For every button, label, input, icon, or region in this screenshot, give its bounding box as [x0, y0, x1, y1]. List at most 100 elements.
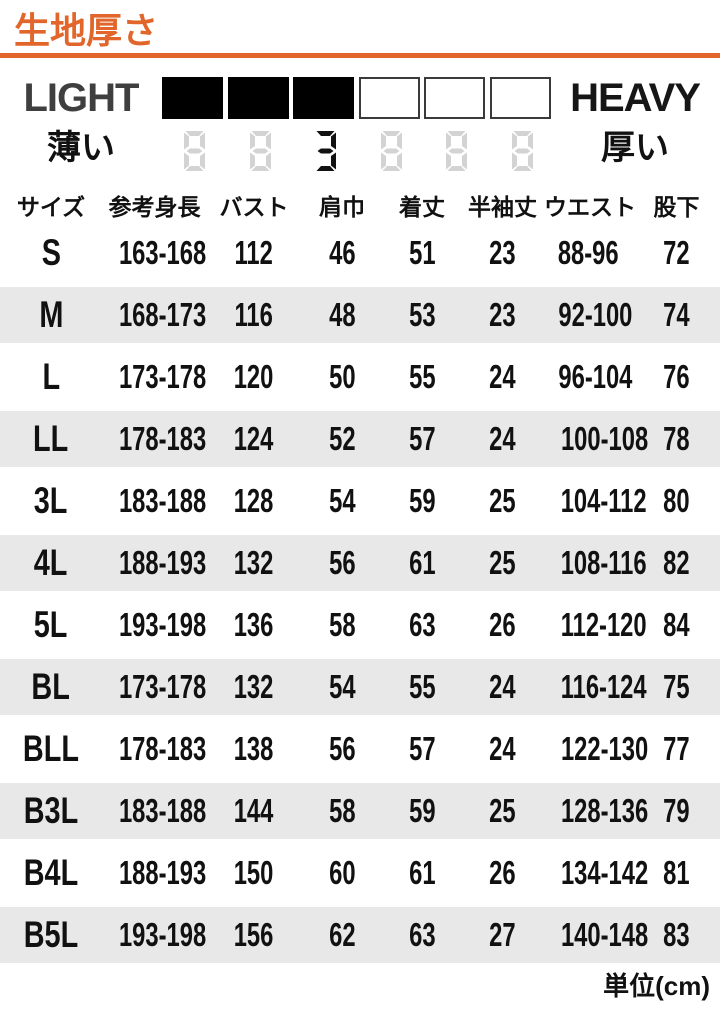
table-row: BLL 178-183 138 56 57 24 122-130 77 — [0, 718, 720, 780]
measurement-cell: 108-116 — [544, 532, 647, 594]
measurement-cell: 63 — [408, 606, 436, 643]
measurement-cell: 96-104 — [558, 358, 633, 395]
size-label-cell: M — [0, 284, 102, 346]
measurement-cell: 116-124 — [544, 656, 647, 718]
size-table: サイズ 参考身長 バスト 肩巾 着丈 半袖丈 ウエスト 股下 S 163-168 112 46 51 2… — [0, 188, 720, 966]
measurement-cell: 61 — [383, 532, 461, 594]
page-title: 生地厚さ — [14, 10, 159, 51]
measurement-cell: 55 — [408, 358, 436, 395]
measurement-cell: 79 — [633, 780, 720, 842]
size-label-cell: L — [42, 356, 60, 397]
measurement-cell: 100-108 — [544, 408, 648, 470]
measurement-cell: 57 — [408, 730, 436, 767]
measurement-cell: 74 — [633, 284, 720, 346]
measurement-cell: 132 — [207, 656, 301, 718]
measurement-cell: 178-183 — [118, 730, 207, 767]
measurement-cell: 57 — [383, 408, 461, 470]
measurement-cell: 88-96 — [558, 234, 619, 271]
size-label-cell: BL — [0, 656, 102, 718]
measurement-cell: 58 — [328, 606, 356, 643]
measurement-cell: 56 — [328, 730, 356, 767]
measurement-cell: 25 — [489, 482, 516, 519]
column-header: ウエスト — [544, 194, 636, 220]
thickness-box-filled — [293, 77, 354, 119]
column-header: 半袖丈 — [468, 194, 537, 220]
measurement-cell: 124 — [207, 408, 301, 470]
measurement-cell: 60 — [328, 854, 356, 891]
measurement-cell: 136 — [234, 606, 274, 643]
measurement-cell: 128 — [234, 482, 274, 519]
table-row: LL 178-183 124 52 57 24 100-108 78 — [0, 408, 720, 470]
size-label-cell: B4L — [23, 852, 79, 893]
size-label-cell: 4L — [0, 532, 102, 594]
thickness-boxes — [162, 77, 551, 119]
column-header: 着丈 — [399, 194, 445, 220]
measurement-cell: 61 — [408, 854, 436, 891]
measurement-cell: 193-198 — [102, 904, 207, 966]
table-row: 4L 188-193 132 56 61 25 108-116 82 — [0, 532, 720, 594]
table-row: 5L 193-198 136 58 63 26 112-120 84 — [0, 594, 720, 656]
measurement-cell: 80 — [663, 482, 690, 519]
measurement-cell: 25 — [461, 532, 544, 594]
measurement-cell: 84 — [663, 606, 690, 643]
measurement-cell: 46 — [328, 234, 356, 271]
measurement-cell: 144 — [207, 780, 301, 842]
thickness-digit-placeholder — [162, 131, 228, 171]
measurement-cell: 140-148 — [544, 904, 648, 966]
measurement-cell: 72 — [663, 234, 690, 271]
size-label-cell: S — [41, 232, 61, 273]
measurement-cell: 26 — [489, 854, 516, 891]
size-label-cell: B3L — [0, 780, 102, 842]
thickness-box-empty — [358, 77, 420, 119]
size-label-cell: LL — [0, 408, 102, 470]
measurement-cell: 27 — [461, 904, 544, 966]
measurement-cell: 23 — [461, 284, 544, 346]
measurement-cell: 128-136 — [544, 780, 648, 842]
measurement-cell: 78 — [633, 408, 720, 470]
measurement-cell: 59 — [408, 482, 436, 519]
column-header: バスト — [219, 194, 289, 220]
column-header: 参考身長 — [108, 194, 201, 220]
measurement-cell: 173-178 — [118, 358, 207, 395]
measurement-cell: 104-112 — [560, 482, 647, 519]
measurement-cell: 77 — [663, 730, 690, 767]
measurement-cell: 83 — [633, 904, 720, 966]
measurement-cell: 54 — [301, 656, 383, 718]
thin-label: 薄い — [47, 129, 115, 167]
thickness-digits — [162, 131, 555, 171]
thick-label: 厚い — [601, 129, 669, 167]
size-label-cell: B5L — [0, 904, 102, 966]
measurement-cell: 51 — [408, 234, 436, 271]
measurement-cell: 56 — [301, 532, 383, 594]
table-row: BL 173-178 132 54 55 24 116-124 75 — [0, 656, 720, 718]
measurement-cell: 188-193 — [118, 854, 207, 891]
measurement-cell: 25 — [461, 780, 544, 842]
measurement-cell: 82 — [633, 532, 720, 594]
measurement-cell: 168-173 — [102, 284, 207, 346]
measurement-cell: 122-130 — [560, 730, 649, 767]
measurement-cell: 26 — [489, 606, 516, 643]
thickness-digit-active — [293, 131, 359, 171]
title-underline — [0, 53, 720, 58]
table-row: 3L 183-188 128 54 59 25 104-112 80 — [0, 470, 720, 532]
table-row: B3L 183-188 144 58 59 25 128-136 79 — [0, 780, 720, 842]
measurement-cell: 134-142 — [560, 854, 649, 891]
measurement-cell: 156 — [207, 904, 301, 966]
measurement-cell: 62 — [301, 904, 383, 966]
size-label-cell: 5L — [34, 604, 68, 645]
measurement-cell: 92-100 — [544, 284, 633, 346]
table-row: M 168-173 116 48 53 23 92-100 74 — [0, 284, 720, 346]
measurement-cell: 188-193 — [102, 532, 207, 594]
thickness-box-filled — [227, 77, 289, 119]
unit-note: 単位(cm) — [603, 971, 710, 1001]
measurement-cell: 50 — [328, 358, 356, 395]
thickness-digit-placeholder — [228, 131, 294, 171]
measurement-cell: 76 — [663, 358, 690, 395]
thickness-digit-placeholder — [359, 131, 425, 171]
measurement-cell: 63 — [383, 904, 461, 966]
thickness-digit-placeholder — [424, 131, 490, 171]
measurement-cell: 120 — [234, 358, 274, 395]
measurement-cell: 48 — [301, 284, 383, 346]
measurement-cell: 54 — [328, 482, 356, 519]
